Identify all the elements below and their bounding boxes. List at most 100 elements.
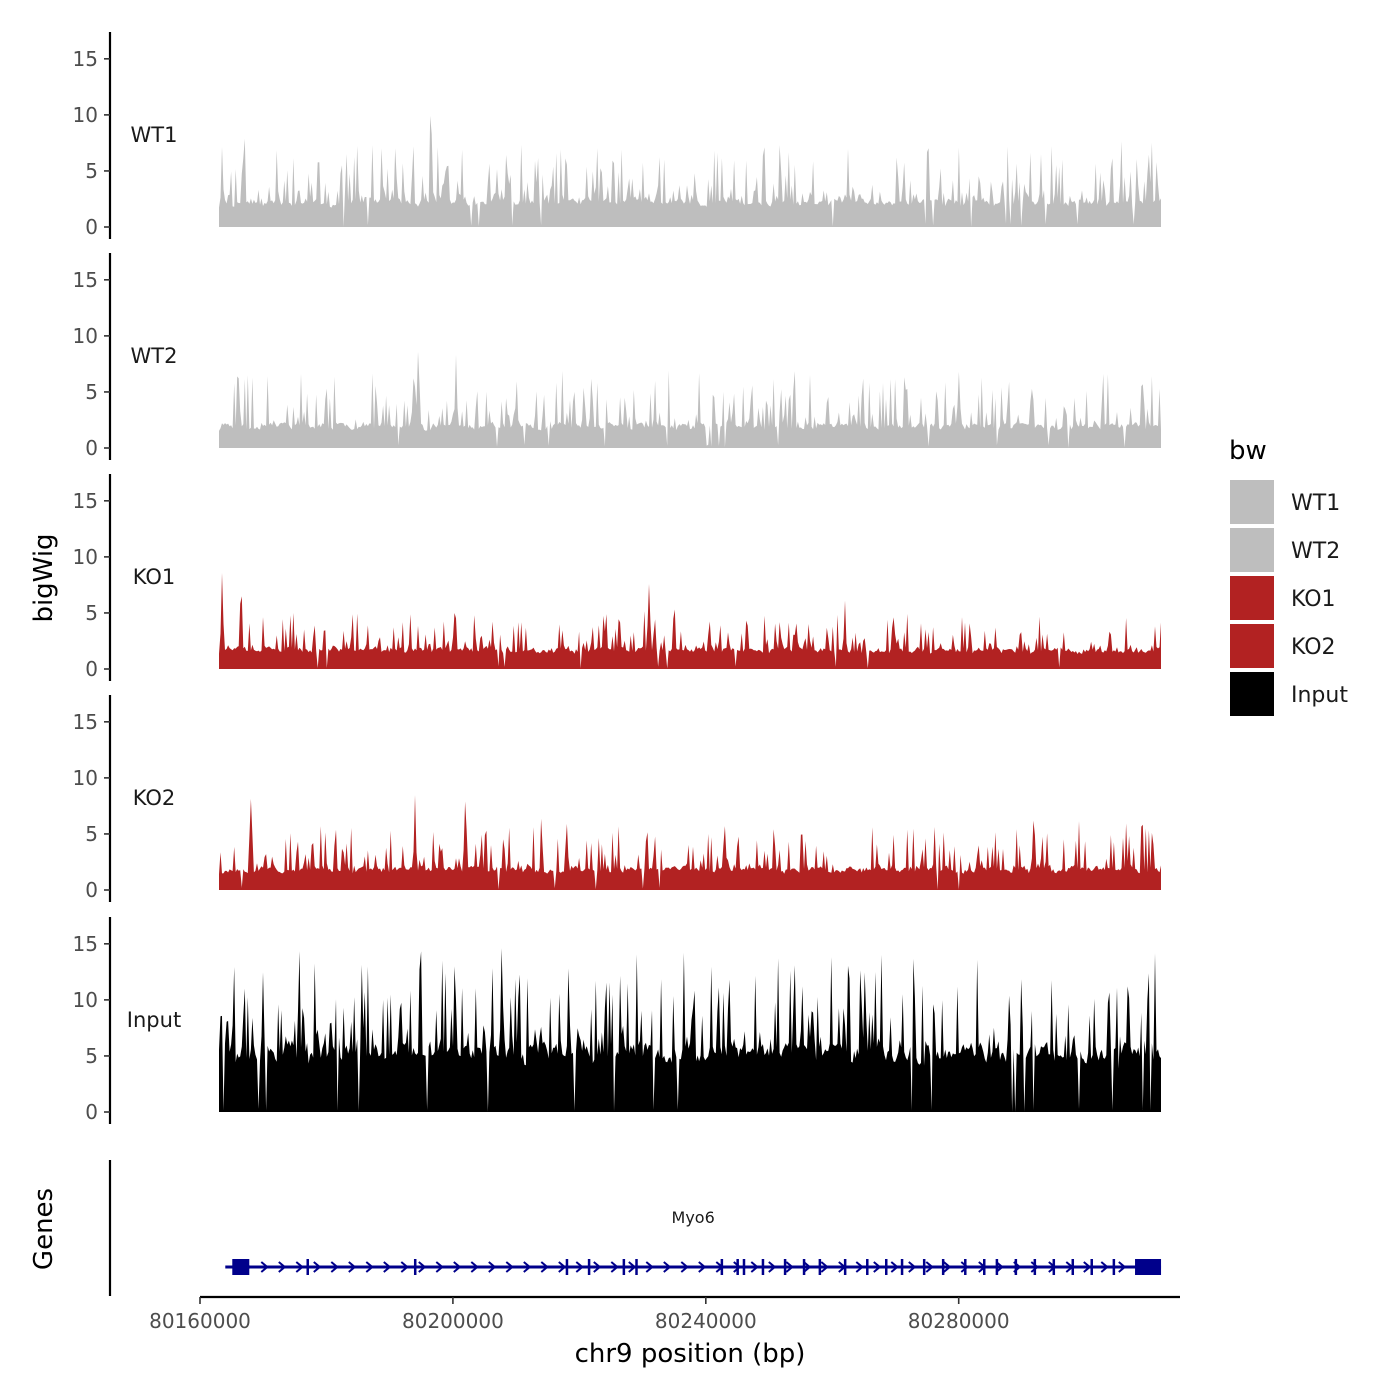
gene-exon: [885, 1259, 888, 1275]
strand-chevron: [628, 1261, 637, 1273]
gene-exon-first: [232, 1259, 250, 1275]
genes-axis-title: Genes: [29, 1188, 59, 1270]
strand-chevron: [418, 1261, 427, 1273]
legend: bw WT1 WT2 KO1 KO2 Input: [1229, 436, 1348, 716]
strand-chevron: [855, 1261, 864, 1273]
strand-chevron: [785, 1261, 794, 1273]
track-input: 0 5 10 15 Input: [73, 917, 1161, 1124]
signal-area-input: [219, 948, 1161, 1112]
strand-chevron: [348, 1261, 357, 1273]
strand-chevron: [645, 1261, 654, 1273]
y-tick-label: 5: [85, 822, 98, 846]
signal-area-ko2: [219, 795, 1161, 890]
strand-chevron: [278, 1261, 287, 1273]
strand-chevron: [995, 1261, 1004, 1273]
y-tick-label: 10: [73, 545, 98, 569]
track-ko1: 0 5 10 15 KO1: [73, 474, 1161, 681]
y-tick-label: 5: [85, 159, 98, 183]
strand-chevron: [558, 1261, 567, 1273]
y-tick-label: 0: [85, 657, 98, 681]
gene-exon: [1014, 1259, 1018, 1275]
gene-exon: [983, 1259, 986, 1275]
signal-area-ko1: [219, 573, 1161, 669]
strand-chevron: [505, 1261, 514, 1273]
strand-chevron: [260, 1261, 269, 1273]
track-ko2: 0 5 10 15 KO2: [73, 695, 1161, 902]
gene-exon: [995, 1259, 999, 1275]
gene-exon: [1112, 1259, 1116, 1275]
gene-exon: [742, 1259, 746, 1275]
strand-chevron: [943, 1261, 952, 1273]
strand-chevron: [873, 1261, 882, 1273]
gene-exon: [941, 1259, 945, 1275]
legend-label-wt2: WT2: [1291, 539, 1340, 564]
y-tick-label: 15: [73, 489, 98, 513]
gene-exon: [761, 1259, 765, 1275]
legend-swatch-input: [1230, 672, 1274, 716]
legend-label-ko2: KO2: [1291, 635, 1336, 660]
legend-title: bw: [1229, 436, 1267, 466]
strand-chevron: [925, 1261, 934, 1273]
x-tick-label: 80240000: [655, 1309, 757, 1333]
legend-swatch-ko1: [1230, 576, 1274, 620]
legend-swatch-ko2: [1230, 624, 1274, 668]
y-tick-label: 5: [85, 380, 98, 404]
strand-chevron: [680, 1261, 689, 1273]
strand-chevron: [1030, 1261, 1039, 1273]
strand-chevron: [610, 1261, 619, 1273]
strand-chevron: [890, 1261, 899, 1273]
gene-myo6: Myo6: [225, 1208, 1162, 1275]
y-axis-title: bigWig: [29, 533, 59, 622]
strand-chevron: [803, 1261, 812, 1273]
y-tick-label: 0: [85, 878, 98, 902]
gene-exon: [306, 1259, 309, 1275]
y-tick-label: 5: [85, 601, 98, 625]
y-tick-label: 15: [73, 710, 98, 734]
track-label-ko1: KO1: [133, 565, 176, 589]
strand-chevron: [698, 1261, 707, 1273]
strand-chevron: [470, 1261, 479, 1273]
track-label-ko2: KO2: [133, 786, 176, 810]
strand-chevron: [400, 1261, 409, 1273]
strand-chevron: [820, 1261, 829, 1273]
strand-chevron: [1083, 1261, 1092, 1273]
gene-exon: [922, 1259, 926, 1275]
track-wt1: 0 5 10 15 WT1: [73, 32, 1161, 239]
legend-label-wt1: WT1: [1291, 491, 1340, 516]
x-axis-title: chr9 position (bp): [575, 1339, 806, 1369]
gene-exon: [622, 1259, 626, 1275]
strand-chevron: [488, 1261, 497, 1273]
y-tick-label: 15: [73, 47, 98, 71]
strand-chevron: [383, 1261, 392, 1273]
y-tick-label: 15: [73, 268, 98, 292]
strand-chevron: [540, 1261, 549, 1273]
gene-track: Myo6: [108, 1160, 1162, 1296]
track-label-input: Input: [127, 1008, 181, 1032]
signal-area-wt1: [219, 115, 1161, 227]
strand-chevron: [365, 1261, 374, 1273]
gene-exon: [802, 1259, 806, 1275]
signal-area-wt2: [219, 351, 1161, 448]
legend-label-ko1: KO1: [1291, 587, 1336, 612]
gene-exon: [720, 1259, 724, 1275]
gene-exon: [1071, 1259, 1075, 1275]
gene-exon: [964, 1259, 967, 1275]
gene-exon: [900, 1259, 904, 1275]
strand-chevron: [523, 1261, 532, 1273]
gene-exon: [587, 1259, 591, 1275]
y-tick-label: 0: [85, 436, 98, 460]
y-tick-label: 10: [73, 103, 98, 127]
strand-chevron: [768, 1261, 777, 1273]
gene-exon: [565, 1259, 569, 1275]
strand-chevron: [313, 1261, 322, 1273]
strand-chevron: [593, 1261, 602, 1273]
gene-exon: [783, 1259, 787, 1275]
x-axis: 80160000 80200000 80240000 80280000: [149, 1295, 1180, 1333]
gene-exon: [843, 1259, 847, 1275]
gene-exon: [1090, 1259, 1093, 1275]
strand-chevron: [330, 1261, 339, 1273]
strand-chevron: [908, 1261, 917, 1273]
legend-label-input: Input: [1291, 683, 1348, 708]
gene-name-label: Myo6: [672, 1208, 715, 1227]
strand-chevron: [663, 1261, 672, 1273]
